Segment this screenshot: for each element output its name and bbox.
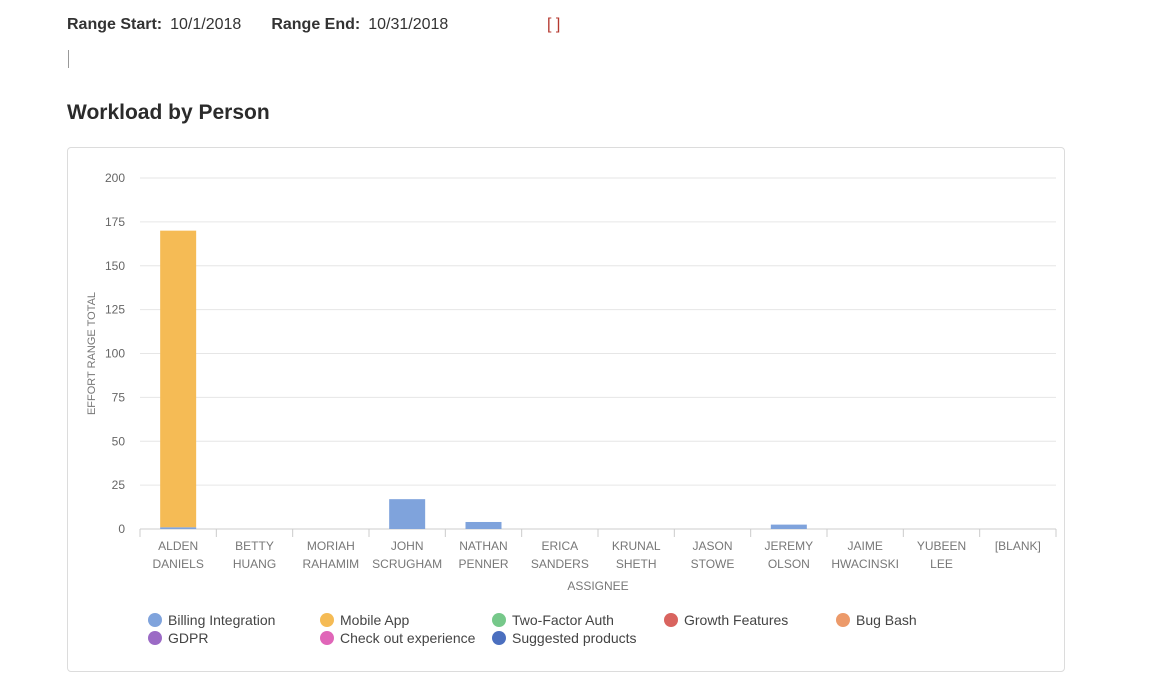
legend-swatch [320, 631, 334, 645]
legend-label: Suggested products [512, 630, 637, 646]
legend-item[interactable]: Check out experience [320, 630, 475, 646]
legend-swatch [320, 613, 334, 627]
x-tick-label: SCRUGHAM [372, 557, 442, 571]
x-tick-label: PENNER [458, 557, 508, 571]
legend-swatch [664, 613, 678, 627]
x-tick-label: OLSON [768, 557, 810, 571]
y-tick-label: 150 [105, 259, 125, 273]
y-tick-label: 175 [105, 215, 125, 229]
x-tick-label: KRUNAL [612, 539, 661, 553]
text-cursor [68, 50, 69, 68]
legend-swatch [148, 613, 162, 627]
legend-item[interactable]: Mobile App [320, 612, 409, 628]
legend-label: GDPR [168, 630, 209, 646]
legend-item[interactable]: Two-Factor Auth [492, 612, 614, 628]
bar-segment [389, 499, 426, 529]
legend-label: Check out experience [340, 630, 476, 646]
legend-item[interactable]: Growth Features [664, 612, 788, 628]
x-tick-label: SHETH [616, 557, 657, 571]
range-start-label: Range Start: [67, 16, 163, 33]
y-tick-label: 0 [118, 522, 125, 536]
range-end-value[interactable]: 10/31/2018 [368, 16, 449, 33]
brackets-toggle[interactable]: [ ] [547, 16, 561, 33]
x-tick-label: HWACINSKI [831, 557, 899, 571]
range-end-label: Range End: [271, 16, 361, 33]
x-tick-label: JAIME [847, 539, 882, 553]
chart-title: Workload by Person [67, 101, 270, 124]
x-tick-label: MORIAH [307, 539, 355, 553]
x-tick-label: [BLANK] [995, 539, 1041, 553]
y-tick-label: 25 [112, 478, 126, 492]
x-tick-label: HUANG [233, 557, 276, 571]
x-tick-label: STOWE [691, 557, 735, 571]
legend-label: Mobile App [340, 612, 410, 628]
x-tick-label: NATHAN [459, 539, 507, 553]
range-bar: Range Start: 10/1/2018 Range End: 10/31/201… [67, 16, 560, 34]
x-tick-label: RAHAMIM [302, 557, 359, 571]
legend-swatch [492, 613, 506, 627]
bar-segment [770, 524, 807, 529]
y-tick-label: 100 [105, 347, 125, 361]
legend-item[interactable]: Bug Bash [836, 612, 917, 628]
legend-item[interactable]: Billing Integration [148, 612, 275, 628]
legend-swatch [836, 613, 850, 627]
x-tick-label: DANIELS [152, 557, 203, 571]
x-tick-label: JASON [692, 539, 732, 553]
legend-swatch [148, 631, 162, 645]
x-axis-label: ASSIGNEE [567, 579, 628, 593]
x-tick-label: JEREMY [764, 539, 813, 553]
legend-label: Growth Features [684, 612, 789, 628]
y-tick-label: 75 [112, 390, 126, 404]
bar-segment [160, 527, 197, 529]
x-tick-label: YUBEEN [917, 539, 966, 553]
legend-item[interactable]: Suggested products [492, 630, 637, 646]
x-tick-label: ERICA [541, 539, 578, 553]
legend-label: Bug Bash [856, 612, 917, 628]
range-start-value[interactable]: 10/1/2018 [170, 16, 242, 33]
bar-segment [160, 230, 197, 528]
legend-label: Two-Factor Auth [512, 612, 614, 628]
y-axis-label: EFFORT RANGE TOTAL [86, 292, 98, 415]
legend-label: Billing Integration [168, 612, 276, 628]
x-tick-label: JOHN [391, 539, 424, 553]
x-tick-label: BETTY [235, 539, 274, 553]
y-tick-label: 125 [105, 303, 125, 317]
y-tick-label: 200 [105, 171, 125, 185]
chart-card [67, 147, 1065, 672]
legend-item[interactable]: GDPR [148, 630, 208, 646]
x-tick-label: LEE [930, 557, 953, 571]
y-tick-label: 50 [112, 434, 126, 448]
bar-segment [465, 521, 502, 529]
x-tick-label: SANDERS [531, 557, 589, 571]
x-tick-label: ALDEN [158, 539, 198, 553]
legend-swatch [492, 631, 506, 645]
